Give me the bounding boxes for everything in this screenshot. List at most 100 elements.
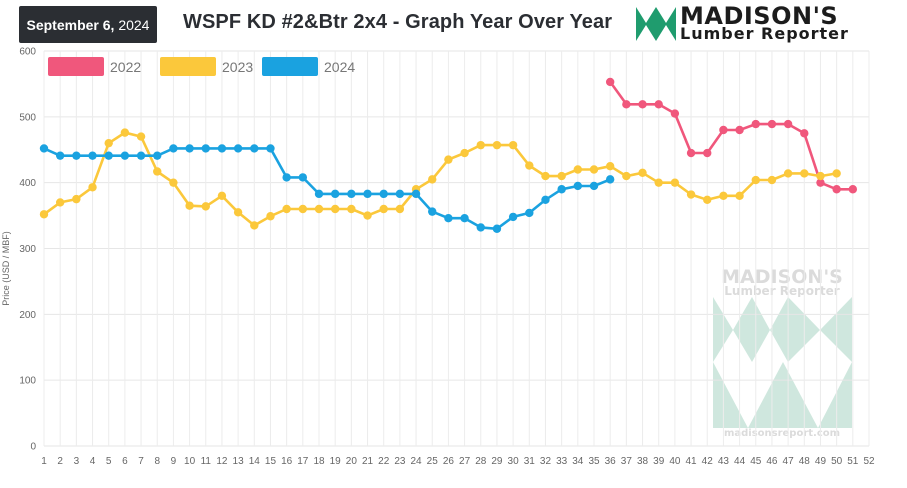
data-point-2023[interactable]	[816, 171, 825, 181]
data-point-2023[interactable]	[330, 204, 340, 214]
data-point-2023[interactable]	[525, 161, 534, 170]
data-point-2024[interactable]	[250, 144, 259, 153]
data-point-2023[interactable]	[201, 202, 210, 211]
data-point-2023[interactable]	[379, 204, 388, 214]
data-point-2023[interactable]	[589, 165, 599, 174]
data-point-2023[interactable]	[686, 190, 696, 199]
data-point-2024[interactable]	[347, 189, 356, 199]
data-point-2022[interactable]	[638, 100, 647, 109]
data-point-2024[interactable]	[525, 208, 534, 218]
data-point-2024[interactable]	[153, 151, 162, 160]
data-point-2022[interactable]	[751, 119, 760, 129]
data-point-2023[interactable]	[767, 175, 777, 185]
data-point-2023[interactable]	[233, 208, 243, 217]
data-point-2023[interactable]	[72, 194, 81, 204]
data-point-2023[interactable]	[508, 140, 518, 150]
data-point-2024[interactable]	[185, 144, 194, 153]
data-point-2023[interactable]	[654, 178, 663, 187]
legend-item-2023[interactable]: 2023	[160, 57, 253, 76]
data-point-2022[interactable]	[735, 125, 744, 135]
data-point-2024[interactable]	[379, 189, 388, 199]
data-point-2023[interactable]	[444, 155, 453, 164]
data-point-2024[interactable]	[201, 144, 210, 153]
data-point-2022[interactable]	[832, 185, 841, 194]
data-point-2023[interactable]	[104, 138, 113, 148]
data-point-2023[interactable]	[605, 162, 615, 171]
data-point-2024[interactable]	[605, 175, 615, 184]
data-point-2023[interactable]	[832, 169, 841, 178]
data-point-2024[interactable]	[55, 151, 65, 160]
data-point-2023[interactable]	[169, 178, 178, 187]
data-point-2023[interactable]	[395, 204, 405, 214]
data-point-2023[interactable]	[492, 140, 502, 150]
data-point-2023[interactable]	[573, 165, 583, 174]
data-point-2024[interactable]	[39, 144, 49, 153]
data-point-2024[interactable]	[282, 173, 291, 182]
data-point-2023[interactable]	[476, 140, 485, 150]
data-point-2024[interactable]	[411, 189, 421, 199]
data-point-2023[interactable]	[719, 191, 728, 201]
data-point-2022[interactable]	[654, 100, 663, 109]
legend-item-2022[interactable]: 2022	[48, 57, 141, 76]
data-point-2024[interactable]	[573, 181, 583, 191]
data-point-2023[interactable]	[266, 212, 275, 221]
data-point-2022[interactable]	[703, 148, 712, 158]
data-point-2024[interactable]	[120, 151, 130, 160]
data-point-2024[interactable]	[72, 151, 81, 160]
data-point-2023[interactable]	[39, 210, 49, 219]
data-point-2022[interactable]	[719, 125, 728, 135]
data-point-2023[interactable]	[136, 132, 146, 141]
data-point-2024[interactable]	[136, 151, 146, 160]
data-point-2023[interactable]	[347, 204, 356, 214]
data-point-2023[interactable]	[638, 168, 647, 177]
data-point-2024[interactable]	[492, 224, 502, 233]
data-point-2024[interactable]	[508, 212, 518, 222]
data-point-2024[interactable]	[217, 144, 227, 153]
data-point-2024[interactable]	[169, 144, 178, 153]
data-point-2022[interactable]	[783, 119, 793, 129]
data-point-2023[interactable]	[55, 198, 65, 207]
data-point-2023[interactable]	[670, 178, 680, 187]
data-point-2023[interactable]	[800, 169, 809, 178]
data-point-2024[interactable]	[298, 173, 308, 182]
data-point-2023[interactable]	[751, 175, 760, 185]
data-point-2024[interactable]	[395, 189, 405, 199]
data-point-2022[interactable]	[816, 178, 825, 187]
data-point-2023[interactable]	[703, 195, 712, 204]
data-point-2022[interactable]	[605, 77, 615, 87]
data-point-2023[interactable]	[541, 171, 550, 181]
data-point-2023[interactable]	[250, 221, 259, 230]
data-point-2023[interactable]	[363, 211, 372, 220]
data-point-2023[interactable]	[217, 191, 227, 201]
data-point-2023[interactable]	[282, 204, 291, 214]
data-point-2023[interactable]	[298, 204, 308, 214]
data-point-2022[interactable]	[670, 109, 680, 118]
data-point-2024[interactable]	[444, 214, 453, 223]
data-point-2024[interactable]	[88, 151, 97, 160]
data-point-2024[interactable]	[476, 223, 485, 232]
data-point-2024[interactable]	[266, 144, 275, 153]
data-point-2023[interactable]	[460, 148, 469, 158]
data-point-2024[interactable]	[314, 189, 324, 199]
data-point-2024[interactable]	[589, 181, 599, 191]
data-point-2023[interactable]	[428, 175, 437, 184]
data-point-2023[interactable]	[735, 191, 744, 201]
data-point-2024[interactable]	[363, 189, 372, 199]
data-point-2022[interactable]	[686, 148, 696, 158]
data-point-2023[interactable]	[622, 171, 631, 181]
data-point-2023[interactable]	[557, 171, 566, 181]
data-point-2024[interactable]	[233, 144, 243, 153]
data-point-2024[interactable]	[104, 151, 113, 160]
data-point-2024[interactable]	[428, 207, 437, 216]
data-point-2022[interactable]	[622, 100, 631, 109]
data-point-2022[interactable]	[767, 119, 777, 129]
data-point-2023[interactable]	[314, 204, 324, 214]
data-point-2024[interactable]	[460, 214, 469, 223]
data-point-2024[interactable]	[557, 185, 566, 194]
data-point-2023[interactable]	[783, 169, 793, 178]
legend-item-2024[interactable]: 2024	[262, 57, 355, 76]
data-point-2023[interactable]	[185, 201, 194, 210]
data-point-2024[interactable]	[541, 195, 550, 204]
data-point-2024[interactable]	[330, 189, 340, 199]
data-point-2022[interactable]	[800, 129, 809, 138]
